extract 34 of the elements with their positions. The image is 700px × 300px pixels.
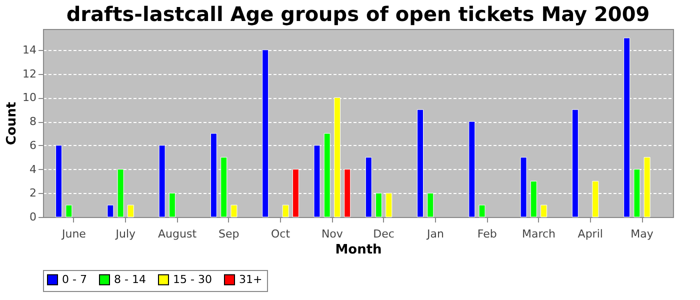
x-tick-label: August	[158, 228, 198, 240]
x-tick-label: Oct	[271, 228, 291, 240]
x-tick-label: March	[522, 228, 556, 240]
x-axis-title: Month	[335, 242, 382, 258]
y-tick-label: 14	[22, 43, 36, 56]
x-tick-label: June	[61, 228, 86, 240]
bar	[282, 204, 289, 218]
bar	[66, 204, 72, 218]
bar	[540, 204, 548, 218]
x-tick-label: Feb	[477, 228, 497, 240]
x-tick-label: April	[578, 228, 603, 240]
y-tick-label: 4	[30, 162, 36, 176]
x-tick-label: May	[630, 228, 654, 240]
x-tick-label: July	[114, 228, 136, 240]
x-tick-label: Dec	[373, 228, 394, 240]
x-tick-label: Nov	[321, 228, 344, 240]
y-axis-title: Count	[4, 102, 20, 146]
x-tick-label: Jan	[426, 228, 444, 240]
chart-title: drafts-lastcall Age groups of open tickets May 2009	[66, 2, 650, 26]
bar	[107, 204, 114, 218]
legend-label: 15 - 30	[173, 272, 212, 286]
y-tick-label: 2	[30, 186, 36, 200]
bar	[230, 204, 238, 218]
y-tick-label: 12	[22, 67, 36, 80]
bar	[478, 204, 486, 218]
legend-label: 31+	[239, 272, 262, 286]
y-tick-label: 10	[22, 91, 36, 104]
y-tick-label: 8	[30, 115, 36, 128]
y-tick-label: 0	[30, 210, 36, 224]
x-tick-label: Sep	[218, 228, 240, 240]
legend-label: 0 - 7	[62, 272, 87, 286]
legend-label: 8 - 14	[114, 272, 146, 286]
y-tick-label: 6	[30, 138, 36, 152]
bar	[127, 204, 134, 218]
